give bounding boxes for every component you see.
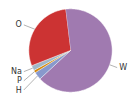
svg-text:W: W	[119, 63, 127, 72]
svg-text:P: P	[17, 76, 22, 85]
svg-text:Na: Na	[11, 67, 22, 76]
svg-text:H: H	[16, 86, 22, 95]
svg-text:O: O	[16, 20, 22, 29]
